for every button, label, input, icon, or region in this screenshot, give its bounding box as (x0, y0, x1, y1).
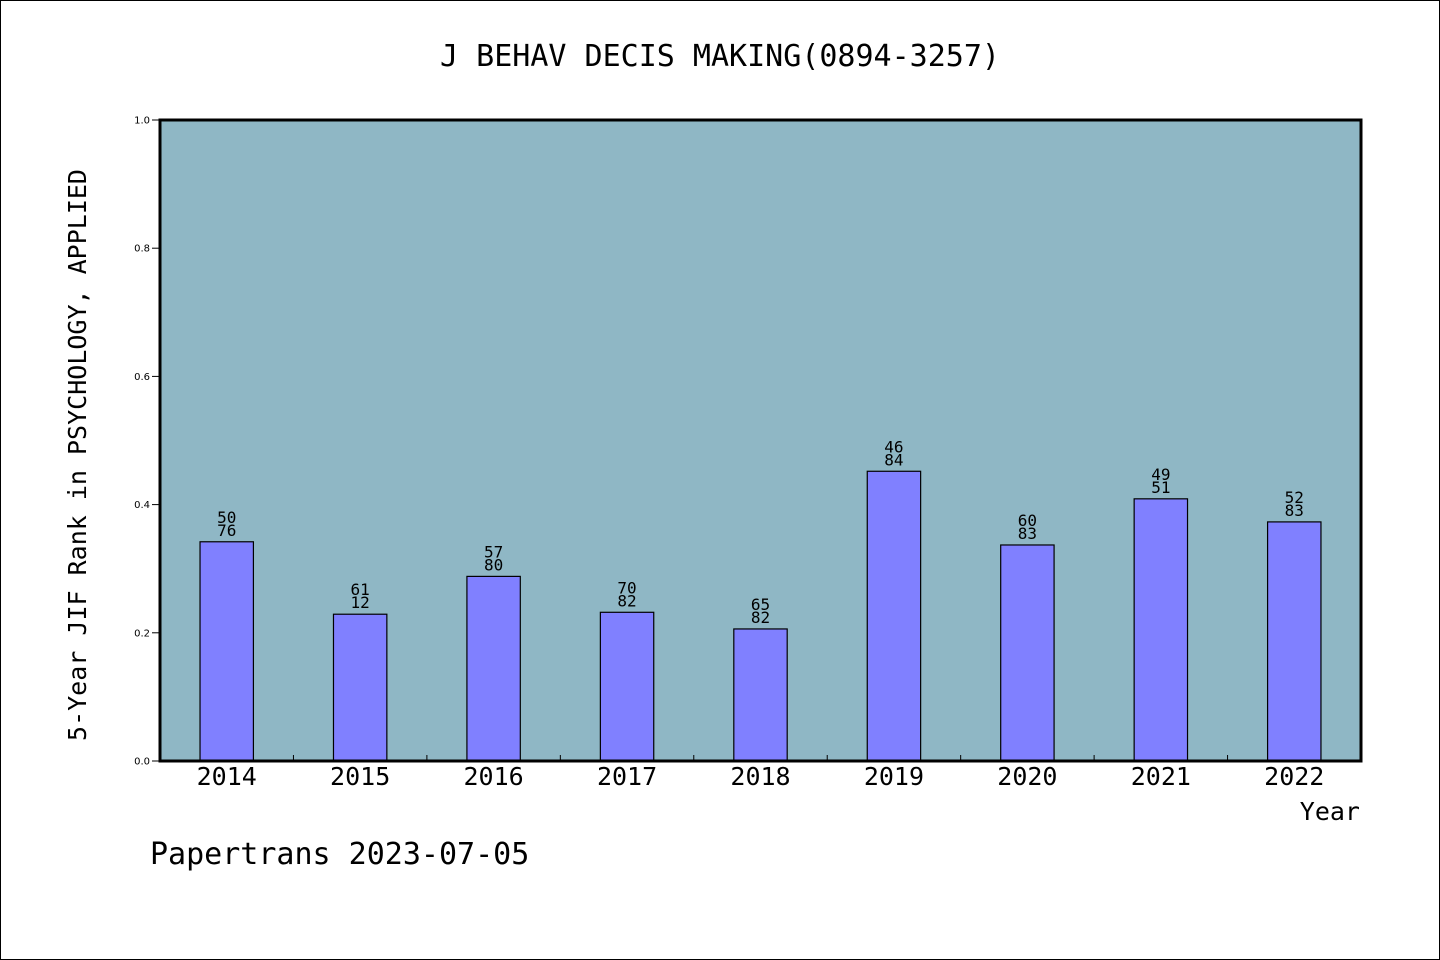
bar-2017 (599, 611, 655, 762)
x-axis-label: Year (1300, 797, 1360, 826)
bar-2015 (332, 613, 388, 762)
bar-2021 (1133, 498, 1189, 762)
bar-label-2019-1: 46 (884, 437, 903, 456)
bar-2014 (199, 541, 255, 762)
x-axis-ticks: 2014 2015 2016 2017 2018 2019 2020 2021 2022 (197, 755, 1324, 791)
x-tick-label-2015: 2015 (330, 762, 390, 791)
bar-label-2018-1: 65 (751, 595, 770, 614)
y-tick-label-1: 0.2 (134, 628, 150, 639)
y-axis-ticks: 0.0 0.2 0.4 0.6 0.8 1.0 (134, 116, 160, 768)
x-tick-label-2016: 2016 (464, 762, 524, 791)
bar-label-2014-1: 50 (217, 508, 236, 527)
bar-2019 (866, 470, 922, 762)
x-tick-label-2022: 2022 (1264, 762, 1324, 791)
bar-label-2018-2: 82 (751, 608, 770, 627)
x-tick-label-2017: 2017 (597, 762, 657, 791)
bar-2016 (466, 575, 521, 762)
y-tick-label-4: 0.8 (134, 244, 150, 255)
bar-label-2020-2: 83 (1018, 524, 1037, 543)
y-axis-label: 5-Year JIF Rank in PSYCHOLOGY, APPLIED (63, 169, 92, 741)
bar-2022 (1266, 521, 1322, 762)
bar-2018 (733, 628, 788, 762)
bar-label-2021-2: 51 (1151, 478, 1170, 497)
x-tick-label-2014: 2014 (197, 762, 257, 791)
y-tick-label-0: 0.0 (134, 757, 150, 768)
bars-group (199, 470, 1322, 762)
y-tick-label-5: 1.0 (134, 116, 150, 127)
bar-2020 (1000, 544, 1055, 762)
bar-label-2021-1: 49 (1151, 465, 1170, 484)
bar-label-2020-1: 60 (1018, 511, 1037, 530)
bar-label-2017-1: 70 (617, 578, 636, 597)
y-tick-label-3: 0.6 (134, 372, 150, 383)
x-tick-label-2020: 2020 (997, 762, 1057, 791)
bar-label-2014-2: 76 (217, 521, 236, 540)
x-tick-label-2021: 2021 (1131, 762, 1191, 791)
bar-label-2019-2: 84 (884, 450, 903, 469)
bar-label-2016-1: 57 (484, 542, 503, 561)
plot-border (158, 118, 1363, 763)
bar-label-2015-1: 61 (351, 580, 370, 599)
bar-label-2017-2: 82 (617, 591, 636, 610)
bar-label-2015-2: 12 (351, 593, 370, 612)
bar-label-2022-1: 52 (1285, 488, 1304, 507)
y-tick-label-2: 0.4 (134, 500, 150, 511)
footer-credit: Papertrans 2023-07-05 (150, 837, 529, 872)
x-tick-label-2019: 2019 (864, 762, 924, 791)
bar-label-2016-2: 80 (484, 555, 503, 574)
chart-title: J BEHAV DECIS MAKING(0894-3257) (440, 39, 1000, 74)
x-tick-label-2018: 2018 (730, 762, 790, 791)
bar-label-2022-2: 83 (1285, 501, 1304, 520)
